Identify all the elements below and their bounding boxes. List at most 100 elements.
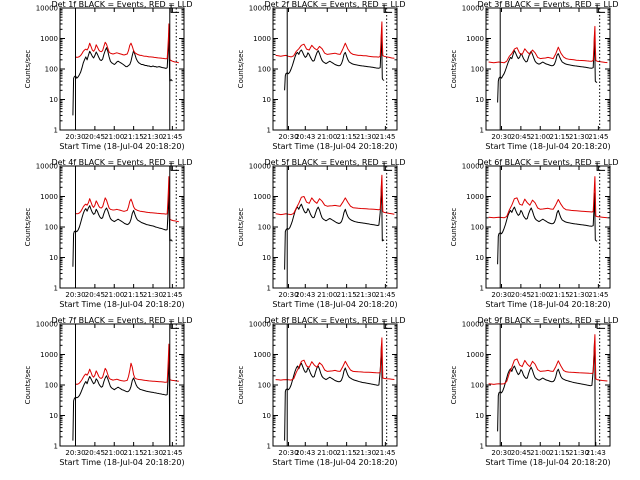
y-axis-label: Counts/sec <box>450 208 458 247</box>
y-tick-label: 1000 <box>253 193 271 201</box>
y-tick-label: 1000 <box>253 351 271 359</box>
x-tick-label: 20:30 <box>491 449 511 457</box>
y-tick-label: 10000 <box>36 321 58 329</box>
y-tick-label: 1000 <box>40 351 58 359</box>
panel-3: Det 3f BLACK = Events, RED = LLD Counts/s… <box>450 0 619 151</box>
x-tick-label: 21:00 <box>530 133 550 141</box>
panel-title: Det 8f BLACK = Events, RED = LLD <box>264 316 405 325</box>
y-tick-label: 10000 <box>249 5 271 13</box>
events-series-line <box>284 343 385 447</box>
lld-series-line <box>275 21 395 59</box>
y-tick-label: 100 <box>471 66 484 74</box>
x-tick-label: 21:15 <box>550 133 570 141</box>
events-series-line <box>497 34 598 103</box>
x-tick-label: 21:30 <box>356 449 376 457</box>
x-tick-label: 21:15 <box>550 449 570 457</box>
x-tick-label: 20:30 <box>491 291 511 299</box>
lld-series-line <box>488 176 608 219</box>
y-tick-label: 100 <box>45 66 58 74</box>
panel-title: Det 1f BLACK = Events, RED = LLD <box>51 0 192 9</box>
x-tick-label: 20:43 <box>295 133 315 141</box>
x-tick-label: 21:00 <box>104 291 124 299</box>
panel-title: Det 5f BLACK = Events, RED = LLD <box>264 158 405 167</box>
x-tick-label: 21:30 <box>143 449 163 457</box>
y-tick-label: 1 <box>267 127 271 135</box>
panel-9: Det 9f BLACK = Events, RED = LLD Counts/s… <box>450 316 619 467</box>
legend-bracket-mark <box>383 320 393 329</box>
x-tick-label: 21:45 <box>375 449 395 457</box>
x-tick-label: 21:00 <box>530 449 550 457</box>
x-tick-label: 21:15 <box>337 449 357 457</box>
y-tick-label: 1000 <box>40 35 58 43</box>
lld-series-line <box>488 25 608 64</box>
y-tick-label: 10000 <box>249 321 271 329</box>
y-tick-label: 1 <box>54 127 58 135</box>
y-tick-label: 100 <box>258 224 271 232</box>
x-tick-label: 21:45 <box>375 133 395 141</box>
y-tick-label: 1 <box>54 285 58 293</box>
panel-2: Det 2f BLACK = Events, RED = LLD Counts/s… <box>237 0 406 151</box>
x-tick-label: 21:30 <box>569 133 589 141</box>
x-tick-label: 20:45 <box>511 449 531 457</box>
x-tick-label: 21:45 <box>375 291 395 299</box>
y-tick-label: 1000 <box>466 351 484 359</box>
x-tick-label: 21:15 <box>550 291 570 299</box>
y-tick-label: 100 <box>471 224 484 232</box>
x-tick-label: 20:30 <box>65 449 85 457</box>
x-tick-label: 21:30 <box>569 449 589 457</box>
x-axis-label: Start Time (18-Jul-04 20:18:20) <box>485 142 610 151</box>
panel-6: Det 6f BLACK = Events, RED = LLD Counts/s… <box>450 158 619 309</box>
y-axis-label: Counts/sec <box>450 366 458 405</box>
y-axis-label: Counts/sec <box>237 366 245 405</box>
panel-1: Det 1f BLACK = Events, RED = LLD Counts/s… <box>24 0 193 151</box>
x-tick-label: 20:43 <box>295 291 315 299</box>
y-tick-label: 100 <box>258 382 271 390</box>
legend-bracket-mark <box>383 4 393 13</box>
x-tick-label: 21:15 <box>337 133 357 141</box>
x-tick-label: 20:30 <box>278 291 298 299</box>
x-axis-label: Start Time (18-Jul-04 20:18:20) <box>272 142 397 151</box>
x-tick-label: 21:30 <box>143 133 163 141</box>
legend-bracket-mark <box>596 162 606 171</box>
y-tick-label: 10000 <box>462 163 484 171</box>
x-tick-label: 21:45 <box>588 291 608 299</box>
y-tick-label: 10000 <box>462 5 484 13</box>
panel-7: Det 7f BLACK = Events, RED = LLD Counts/s… <box>24 316 193 467</box>
x-axis-label: Start Time (18-Jul-04 20:18:20) <box>59 300 184 309</box>
y-axis-label: Counts/sec <box>237 208 245 247</box>
legend-bracket-mark <box>596 4 606 13</box>
x-tick-label: 20:30 <box>278 133 298 141</box>
y-tick-label: 10 <box>475 96 484 104</box>
y-axis-label: Counts/sec <box>237 50 245 89</box>
y-tick-label: 10 <box>49 254 58 262</box>
y-tick-label: 1000 <box>253 35 271 43</box>
x-tick-label: 21:30 <box>143 291 163 299</box>
x-tick-label: 21:15 <box>124 449 144 457</box>
events-series-line <box>72 188 173 267</box>
y-tick-label: 10000 <box>36 163 58 171</box>
lld-series-line <box>488 334 608 385</box>
x-tick-label: 21:30 <box>569 291 589 299</box>
x-tick-label: 21:45 <box>162 133 182 141</box>
y-tick-label: 10000 <box>462 321 484 329</box>
lld-series-line <box>275 174 395 216</box>
y-tick-label: 10 <box>262 96 271 104</box>
y-tick-label: 10 <box>475 254 484 262</box>
y-tick-label: 1 <box>267 443 271 451</box>
x-tick-label: 20:45 <box>85 291 105 299</box>
x-tick-label: 20:45 <box>511 133 531 141</box>
x-tick-label: 21:30 <box>356 133 376 141</box>
panel-title: Det 3f BLACK = Events, RED = LLD <box>477 0 618 9</box>
y-tick-label: 1 <box>480 285 484 293</box>
y-tick-label: 100 <box>45 382 58 390</box>
x-tick-label: 21:15 <box>124 133 144 141</box>
y-tick-label: 1 <box>480 127 484 135</box>
events-series-line <box>72 32 173 116</box>
y-tick-label: 1 <box>480 443 484 451</box>
events-series-line <box>72 354 173 447</box>
y-tick-label: 100 <box>258 66 271 74</box>
lld-series-line <box>75 176 179 223</box>
x-tick-label: 21:00 <box>317 449 337 457</box>
y-tick-label: 1000 <box>466 193 484 201</box>
